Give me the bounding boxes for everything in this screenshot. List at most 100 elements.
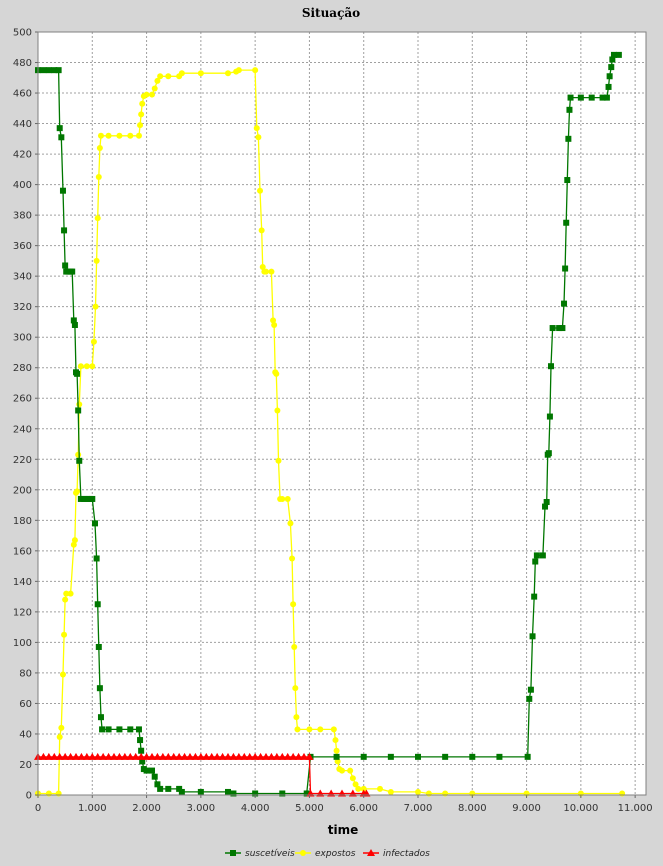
data-point-infectados: [196, 752, 205, 760]
data-point-expostos: [138, 111, 145, 118]
y-tick-label: 0: [26, 791, 32, 802]
plot-area: [37, 31, 647, 796]
data-point-suscetiveis: [599, 94, 606, 101]
y-tick-label: 240: [13, 424, 32, 435]
data-point-suscetiveis: [548, 363, 554, 370]
data-point-suscetiveis: [442, 753, 449, 760]
x-tick-label: 3.000: [187, 803, 216, 814]
data-point-suscetiveis: [546, 413, 553, 420]
data-point-suscetiveis: [333, 753, 340, 760]
data-point-expostos: [387, 788, 394, 795]
legend-item-infectados: infectados: [363, 849, 430, 859]
data-point-infectados: [82, 752, 91, 760]
data-point-expostos: [274, 407, 281, 414]
data-point-expostos: [291, 643, 298, 650]
x-tick-label: 7.000: [404, 803, 433, 814]
y-tick-label: 460: [13, 89, 32, 100]
legend-marker-infectados: [367, 849, 375, 856]
data-point-expostos: [270, 317, 277, 324]
data-point-expostos: [92, 303, 99, 310]
x-tick-label: 0: [35, 803, 41, 814]
y-tick-label: 60: [19, 699, 32, 710]
y-tick-label: 140: [13, 577, 32, 588]
data-point-expostos: [76, 401, 83, 408]
data-point-expostos: [257, 187, 264, 194]
y-tick-label: 420: [13, 150, 32, 161]
data-point-suscetiveis: [577, 94, 584, 101]
data-point-suscetiveis: [62, 262, 69, 269]
data-point-expostos: [165, 73, 172, 80]
y-tick-label: 380: [13, 211, 32, 222]
data-point-expostos: [197, 70, 204, 77]
data-point-infectados: [278, 752, 287, 760]
data-point-infectados: [245, 752, 254, 760]
data-point-expostos: [149, 91, 155, 98]
y-tick-label: 400: [13, 180, 32, 191]
data-point-suscetiveis: [149, 767, 155, 774]
data-point-suscetiveis: [524, 753, 531, 760]
data-point-expostos: [273, 370, 280, 377]
data-point-suscetiveis: [556, 325, 563, 332]
x-tick-label: 10.000: [563, 803, 598, 814]
data-point-suscetiveis: [45, 67, 52, 74]
data-point-suscetiveis: [165, 785, 172, 792]
data-point-expostos: [259, 264, 266, 271]
data-point-expostos: [139, 100, 146, 107]
y-tick-label: 500: [13, 28, 32, 39]
data-point-expostos: [59, 671, 66, 678]
series-layer: [34, 51, 626, 797]
data-point-expostos: [56, 734, 63, 741]
y-tick-label: 480: [13, 58, 32, 69]
data-point-expostos: [225, 70, 231, 77]
data-point-suscetiveis: [566, 106, 573, 113]
data-point-expostos: [377, 785, 383, 792]
data-point-expostos: [255, 134, 262, 141]
data-point-suscetiveis: [69, 268, 76, 275]
x-tick-label: 4.000: [241, 803, 270, 814]
data-point-infectados: [66, 752, 75, 760]
data-point-suscetiveis: [532, 558, 539, 565]
data-point-expostos: [347, 767, 354, 774]
data-point-suscetiveis: [135, 726, 142, 733]
data-point-infectados: [207, 752, 216, 760]
data-point-expostos: [271, 321, 278, 328]
data-point-expostos: [360, 785, 367, 792]
data-point-expostos: [268, 268, 275, 275]
data-point-expostos: [61, 631, 68, 638]
data-point-suscetiveis: [127, 726, 134, 733]
legend-label: infectados: [383, 849, 430, 859]
y-tick-label: 440: [13, 119, 32, 130]
data-point-infectados: [126, 752, 135, 760]
data-point-expostos: [83, 363, 90, 370]
data-point-suscetiveis: [387, 753, 394, 760]
data-point-expostos: [143, 91, 150, 98]
data-point-expostos: [258, 227, 265, 234]
data-point-expostos: [77, 363, 84, 370]
data-point-expostos: [415, 788, 421, 795]
data-point-expostos: [71, 537, 78, 544]
data-point-expostos: [96, 144, 103, 151]
data-point-expostos: [116, 132, 123, 139]
data-point-infectados: [267, 752, 276, 760]
data-point-infectados: [283, 752, 292, 760]
data-point-infectados: [234, 752, 243, 760]
data-point-suscetiveis: [230, 790, 237, 797]
data-point-expostos: [63, 590, 70, 597]
data-point-suscetiveis: [95, 643, 102, 650]
data-point-suscetiveis: [137, 737, 144, 744]
data-point-infectados: [229, 752, 238, 760]
y-tick-label: 20: [19, 760, 32, 771]
data-point-infectados: [120, 752, 129, 760]
y-tick-label: 300: [13, 333, 32, 344]
data-point-expostos: [317, 726, 324, 733]
series-infectados: [34, 752, 371, 797]
data-point-suscetiveis: [89, 495, 96, 502]
data-point-expostos: [290, 601, 297, 608]
data-point-infectados: [305, 752, 314, 760]
data-point-suscetiveis: [176, 785, 183, 792]
data-point-infectados: [251, 752, 260, 760]
data-point-suscetiveis: [151, 773, 158, 780]
data-point-expostos: [355, 785, 362, 792]
data-point-expostos: [127, 132, 134, 139]
data-point-suscetiveis: [527, 686, 534, 693]
